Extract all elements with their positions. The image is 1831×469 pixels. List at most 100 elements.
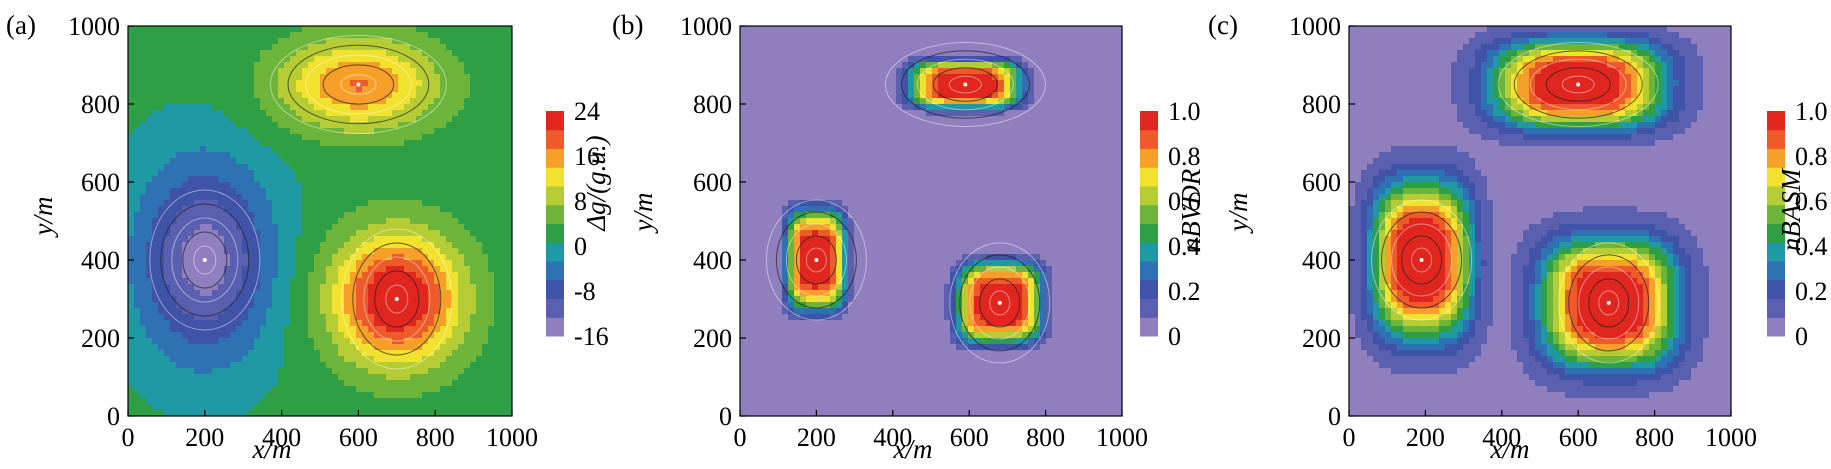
y-tick-label: 200 xyxy=(1302,324,1341,353)
colorbar-band xyxy=(1140,129,1158,149)
feature-center xyxy=(1606,300,1611,305)
feature-center xyxy=(1419,258,1424,262)
y-tick-label: 600 xyxy=(693,168,732,197)
colorbar-band xyxy=(546,204,564,224)
x-tick-label: 800 xyxy=(1635,423,1674,452)
colorbar-tick-label: 0.4 xyxy=(1168,232,1201,261)
colorbar-band xyxy=(546,242,564,262)
colorbar-band xyxy=(1767,186,1785,206)
colorbar-band xyxy=(1767,111,1785,131)
colorbar-label: nBVDR xyxy=(1176,168,1206,251)
y-tick-label: 0 xyxy=(719,402,732,431)
colorbar-band xyxy=(1767,298,1785,318)
x-tick-label: 600 xyxy=(950,423,989,452)
contour-plot xyxy=(739,25,1123,417)
colorbar-band xyxy=(1140,242,1158,262)
colorbar-band xyxy=(1140,317,1158,337)
x-tick-label: 400 xyxy=(262,423,301,452)
colorbar-band xyxy=(546,148,564,168)
colorbar-band xyxy=(1767,167,1785,187)
colorbar-tick-label: 16 xyxy=(574,142,600,171)
y-tick-label: 200 xyxy=(81,324,120,353)
colorbar-band xyxy=(1767,204,1785,224)
colorbar-band xyxy=(546,167,564,187)
colorbar-band xyxy=(1767,279,1785,299)
colorbar-tick-label: 8 xyxy=(574,187,587,216)
colorbar-band xyxy=(1140,111,1158,131)
colorbar-tick-label: 0.8 xyxy=(1168,142,1201,171)
x-axis-label: x/m xyxy=(252,434,292,464)
colorbar: 0 0.2 0.4 0.6 0.8 1.0 xyxy=(1140,97,1201,351)
x-tick-label: 200 xyxy=(185,423,224,452)
y-axis-label: y/m xyxy=(628,193,658,235)
colorbar-band xyxy=(546,186,564,206)
y-tick-label: 400 xyxy=(81,246,120,275)
feature-center xyxy=(356,82,361,87)
feature-center xyxy=(1576,82,1581,87)
colorbar-tick-label: 0.6 xyxy=(1168,187,1201,216)
feature-center xyxy=(814,258,819,262)
x-tick-label: 800 xyxy=(416,423,455,452)
panel-c: (c) 0 200 400 600 800 1000 0 200 400 600 800 1000 y… xyxy=(1208,10,1828,464)
feature-center xyxy=(963,82,968,87)
colorbar-band xyxy=(1140,204,1158,224)
colorbar-tick-label: 1.0 xyxy=(1795,97,1828,126)
x-tick-label: 600 xyxy=(339,423,378,452)
colorbar-band xyxy=(546,111,564,131)
panel-label: (a) xyxy=(6,10,36,40)
axes: 0 200 400 600 800 1000 0 200 400 600 800 1000 xyxy=(68,12,538,452)
y-tick-label: 200 xyxy=(693,324,732,353)
colorbar-band xyxy=(1140,261,1158,281)
y-tick-label: 800 xyxy=(81,90,120,119)
colorbar-tick-label: 0.2 xyxy=(1795,277,1828,306)
colorbar-band xyxy=(1140,148,1158,168)
x-axis-label: x/m xyxy=(893,434,933,464)
contour-plot xyxy=(127,25,513,417)
x-tick-label: 400 xyxy=(1482,423,1521,452)
colorbar-band xyxy=(1767,242,1785,262)
contour-plot xyxy=(1348,25,1732,417)
colorbar-label: nBASM xyxy=(1776,167,1806,251)
y-tick-label: 0 xyxy=(1328,402,1341,431)
colorbar: -16 -8 0 8 16 24 xyxy=(546,97,609,351)
panel-a: (a) 0 200 400 600 800 1000 0 200 400 600 800 1000 y… xyxy=(6,10,611,464)
x-tick-label: 1000 xyxy=(1096,423,1148,452)
colorbar-band xyxy=(546,129,564,149)
y-tick-label: 400 xyxy=(1302,246,1341,275)
colorbar-tick-label: 1.0 xyxy=(1168,97,1201,126)
x-tick-label: 600 xyxy=(1559,423,1598,452)
colorbar-tick-label: 0.6 xyxy=(1795,187,1828,216)
y-tick-label: 1000 xyxy=(680,12,732,41)
colorbar-band xyxy=(1767,148,1785,168)
x-tick-label: 200 xyxy=(1406,423,1445,452)
x-tick-label: 200 xyxy=(797,423,836,452)
plot-frame xyxy=(1348,25,1732,417)
colorbar: 0 0.2 0.4 0.6 0.8 1.0 xyxy=(1767,97,1828,351)
x-tick-label: 400 xyxy=(873,423,912,452)
colorbar-band xyxy=(1767,317,1785,337)
colorbar-tick-label: 0 xyxy=(574,232,587,261)
colorbar-tick-label: 0.8 xyxy=(1795,142,1828,171)
plot-frame xyxy=(739,25,1123,417)
colorbar-tick-label: 0.4 xyxy=(1795,232,1828,261)
colorbar-band xyxy=(1767,223,1785,243)
colorbar-band xyxy=(546,223,564,243)
panel-label: (c) xyxy=(1208,10,1238,40)
colorbar-band xyxy=(1767,129,1785,149)
x-tick-label: 1000 xyxy=(1705,423,1757,452)
colorbar-tick-label: 0 xyxy=(1795,322,1808,351)
y-tick-label: 600 xyxy=(81,168,120,197)
colorbar-label: Δg/(g.u.) xyxy=(581,135,611,231)
colorbar-band xyxy=(1140,167,1158,187)
y-tick-label: 0 xyxy=(107,402,120,431)
colorbar-band xyxy=(546,279,564,299)
x-tick-label: 0 xyxy=(1343,423,1356,452)
colorbar-band xyxy=(1140,298,1158,318)
y-tick-label: 1000 xyxy=(1289,12,1341,41)
colorbar-tick-label: 0.2 xyxy=(1168,277,1201,306)
colorbar-tick-label: 24 xyxy=(574,97,600,126)
colorbar-band xyxy=(546,317,564,337)
colorbar-tick-label: -8 xyxy=(574,277,596,306)
y-tick-label: 400 xyxy=(693,246,732,275)
